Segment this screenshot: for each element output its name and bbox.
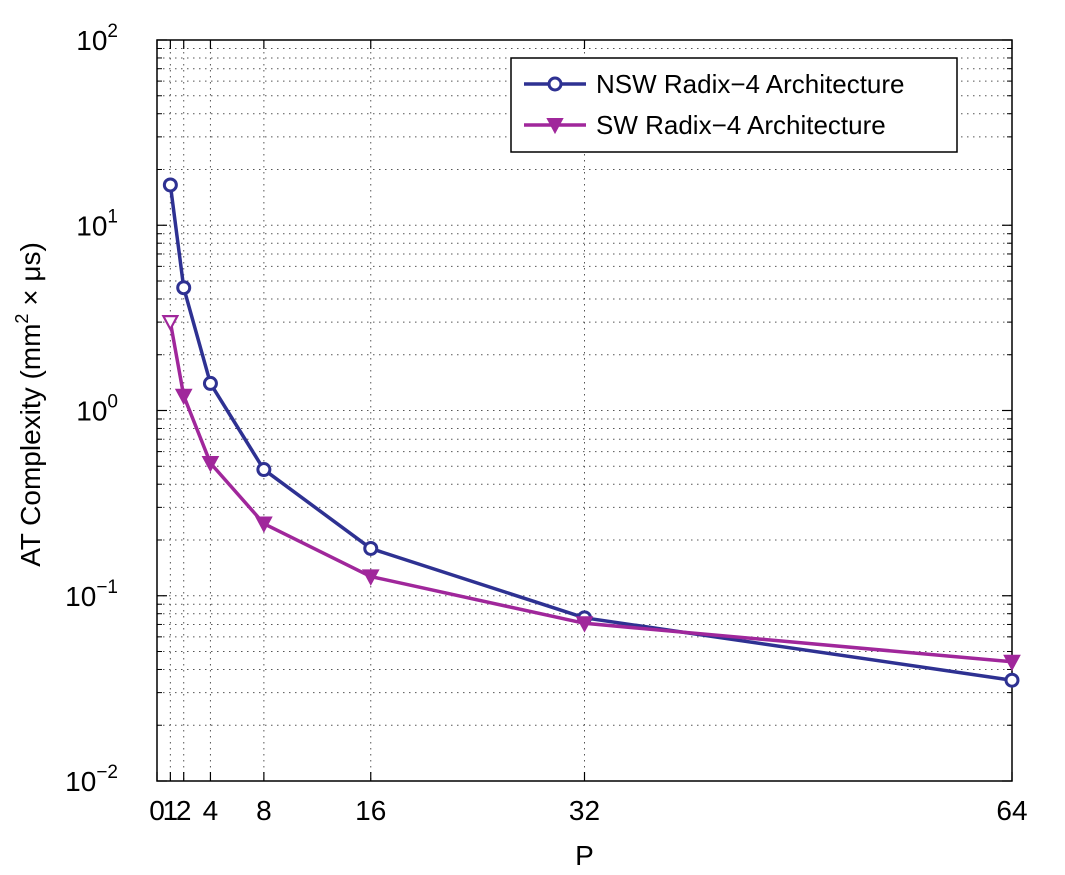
x-tick-label: 1 xyxy=(163,795,179,826)
y-tick-label-exponent: 1 xyxy=(107,206,118,227)
data-point-triangle xyxy=(161,315,180,332)
data-point-triangle xyxy=(201,456,220,473)
y-tick-label-exponent: −2 xyxy=(96,762,118,783)
legend: NSW Radix−4 Architecture SW Radix−4 Archi… xyxy=(510,57,958,153)
data-point-triangle xyxy=(575,616,594,633)
data-point-circle xyxy=(363,540,379,556)
y-tick-label: 10−2 xyxy=(65,762,118,797)
data-point-triangle xyxy=(361,569,380,586)
data-point-circle xyxy=(176,280,192,296)
y-axis-label-tail: × μs) xyxy=(15,242,46,313)
y-tick-label-base: 10 xyxy=(65,581,96,612)
data-point-triangle xyxy=(174,388,193,406)
x-tick-label: 4 xyxy=(203,795,219,826)
y-tick-label: 100 xyxy=(76,392,118,427)
y-axis-label-superscript: 2 xyxy=(12,314,32,324)
y-tick-label-base: 10 xyxy=(76,210,107,241)
y-tick-label-base: 10 xyxy=(76,25,107,56)
data-point-circle xyxy=(1004,672,1020,688)
legend-marker-triangle xyxy=(546,118,564,135)
x-tick-label: 8 xyxy=(256,795,272,826)
y-tick-label: 101 xyxy=(76,206,118,241)
data-point-circle xyxy=(162,177,178,193)
y-axis-label: AT Complexity (mm2 × μs) xyxy=(12,242,46,567)
x-tick-label: 16 xyxy=(355,795,386,826)
y-tick-label-exponent: 0 xyxy=(107,392,118,413)
y-tick-label-exponent: −1 xyxy=(96,577,118,598)
x-axis-label: P xyxy=(575,840,594,871)
legend-box xyxy=(510,57,958,153)
y-tick-label: 102 xyxy=(76,21,118,56)
x-tick-label: 2 xyxy=(176,795,192,826)
x-axis-ticks: 012 4 8 16 32 64 xyxy=(149,40,1028,826)
y-tick-label-exponent: 2 xyxy=(107,21,118,42)
y-axis-label-main: AT Complexity (mm xyxy=(15,324,46,567)
legend-label: NSW Radix−4 Architecture xyxy=(596,69,905,99)
y-tick-label: 10−1 xyxy=(65,577,118,612)
y-tick-label-base: 10 xyxy=(76,396,107,427)
series-group xyxy=(161,177,1021,688)
x-tick-label: 32 xyxy=(569,795,600,826)
data-point-circle xyxy=(256,462,272,478)
y-tick-label-base: 10 xyxy=(65,766,96,797)
x-tick-label: 0 xyxy=(149,795,165,826)
data-point-triangle xyxy=(255,516,273,533)
data-point-triangle xyxy=(1003,654,1021,672)
data-point-circle xyxy=(202,375,218,391)
x-tick-label: 64 xyxy=(996,795,1027,826)
legend-label: SW Radix−4 Architecture xyxy=(596,110,886,140)
legend-marker-circle xyxy=(547,76,563,92)
